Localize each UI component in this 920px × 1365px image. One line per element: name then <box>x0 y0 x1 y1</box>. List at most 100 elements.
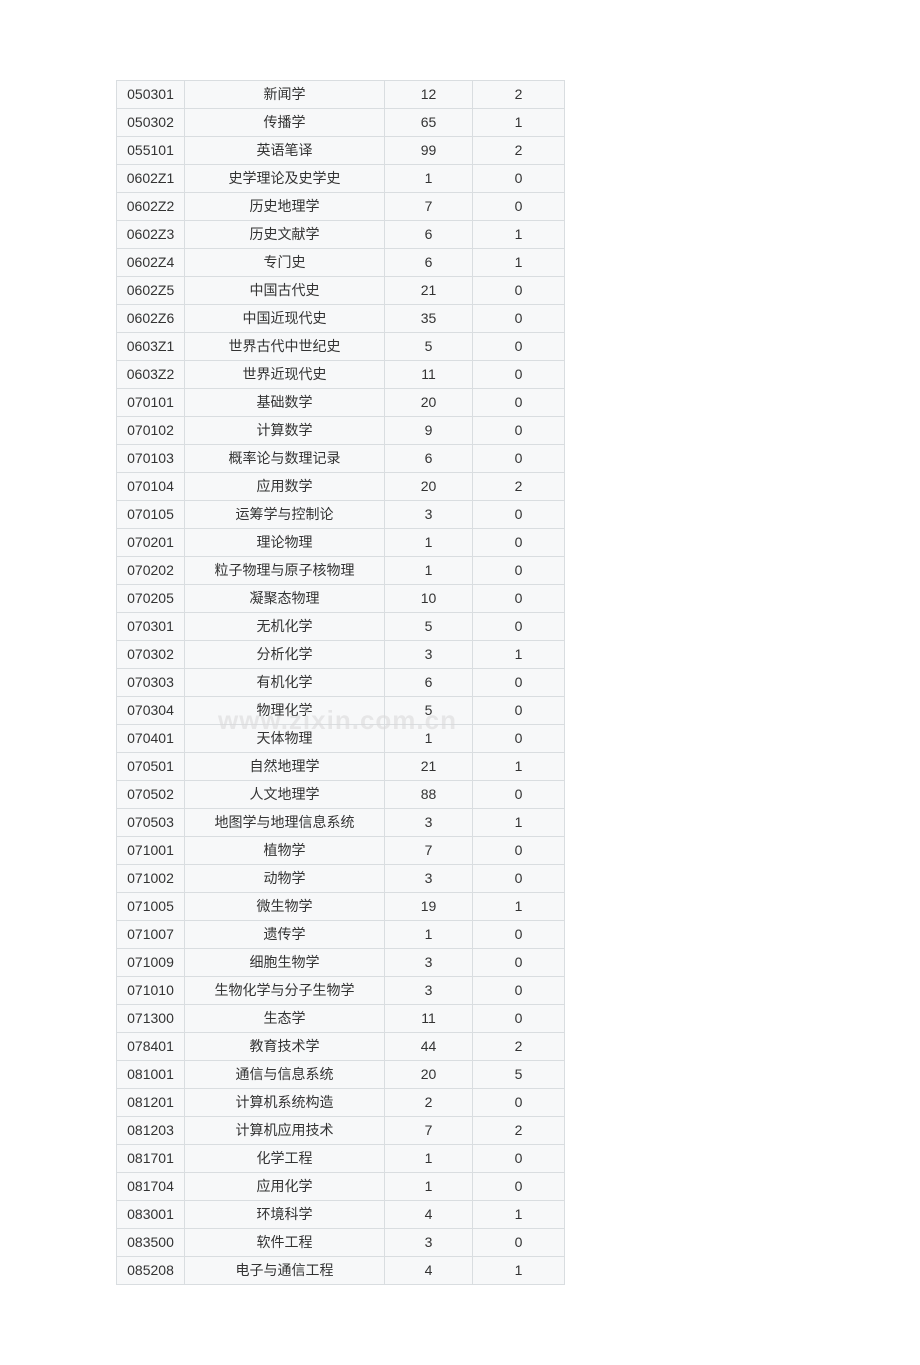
cell-value-1: 1 <box>385 921 473 949</box>
cell-name: 基础数学 <box>185 389 385 417</box>
table-row: 071007遗传学10 <box>117 921 565 949</box>
cell-value-1: 1 <box>385 529 473 557</box>
cell-value-1: 7 <box>385 837 473 865</box>
table-row: 0602Z3历史文献学61 <box>117 221 565 249</box>
cell-value-2: 0 <box>473 333 565 361</box>
cell-value-2: 0 <box>473 669 565 697</box>
table-row: 050301新闻学122 <box>117 81 565 109</box>
cell-value-2: 0 <box>473 977 565 1005</box>
cell-code: 071010 <box>117 977 185 1005</box>
cell-code: 071009 <box>117 949 185 977</box>
cell-value-2: 1 <box>473 109 565 137</box>
cell-name: 传播学 <box>185 109 385 137</box>
cell-value-1: 3 <box>385 809 473 837</box>
cell-value-1: 1 <box>385 1173 473 1201</box>
cell-name: 专门史 <box>185 249 385 277</box>
cell-code: 0602Z2 <box>117 193 185 221</box>
cell-value-1: 4 <box>385 1201 473 1229</box>
table-row: 070401天体物理10 <box>117 725 565 753</box>
cell-name: 凝聚态物理 <box>185 585 385 613</box>
cell-value-1: 3 <box>385 949 473 977</box>
cell-value-2: 2 <box>473 137 565 165</box>
cell-value-2: 0 <box>473 361 565 389</box>
cell-value-2: 0 <box>473 865 565 893</box>
cell-value-1: 19 <box>385 893 473 921</box>
cell-name: 中国古代史 <box>185 277 385 305</box>
cell-value-1: 6 <box>385 221 473 249</box>
cell-value-2: 0 <box>473 697 565 725</box>
cell-value-1: 2 <box>385 1089 473 1117</box>
cell-name: 生态学 <box>185 1005 385 1033</box>
cell-value-1: 1 <box>385 725 473 753</box>
cell-code: 070202 <box>117 557 185 585</box>
cell-name: 历史文献学 <box>185 221 385 249</box>
table-row: 070303有机化学60 <box>117 669 565 697</box>
cell-name: 地图学与地理信息系统 <box>185 809 385 837</box>
cell-value-2: 0 <box>473 585 565 613</box>
cell-code: 055101 <box>117 137 185 165</box>
cell-value-2: 5 <box>473 1061 565 1089</box>
table-row: 050302传播学651 <box>117 109 565 137</box>
table-row: 071005微生物学191 <box>117 893 565 921</box>
cell-name: 世界古代中世纪史 <box>185 333 385 361</box>
cell-name: 计算机系统构造 <box>185 1089 385 1117</box>
cell-value-1: 11 <box>385 1005 473 1033</box>
cell-code: 081701 <box>117 1145 185 1173</box>
cell-value-2: 2 <box>473 473 565 501</box>
cell-value-1: 9 <box>385 417 473 445</box>
cell-name: 英语笔译 <box>185 137 385 165</box>
table-row: 070102计算数学90 <box>117 417 565 445</box>
cell-code: 050301 <box>117 81 185 109</box>
table-row: 071010生物化学与分子生物学30 <box>117 977 565 1005</box>
cell-value-2: 1 <box>473 1201 565 1229</box>
cell-code: 070304 <box>117 697 185 725</box>
cell-value-2: 0 <box>473 1089 565 1117</box>
cell-code: 0602Z1 <box>117 165 185 193</box>
table-row: 070304物理化学50 <box>117 697 565 725</box>
cell-value-1: 5 <box>385 697 473 725</box>
cell-code: 071300 <box>117 1005 185 1033</box>
cell-name: 无机化学 <box>185 613 385 641</box>
cell-code: 0603Z1 <box>117 333 185 361</box>
cell-code: 0602Z3 <box>117 221 185 249</box>
cell-name: 计算数学 <box>185 417 385 445</box>
cell-name: 理论物理 <box>185 529 385 557</box>
cell-name: 世界近现代史 <box>185 361 385 389</box>
table-row: 070103概率论与数理记录60 <box>117 445 565 473</box>
cell-value-1: 11 <box>385 361 473 389</box>
cell-value-2: 0 <box>473 1229 565 1257</box>
cell-value-1: 5 <box>385 333 473 361</box>
cell-code: 0602Z4 <box>117 249 185 277</box>
cell-value-1: 12 <box>385 81 473 109</box>
table-row: 0602Z6中国近现代史350 <box>117 305 565 333</box>
table-row: 070105运筹学与控制论30 <box>117 501 565 529</box>
cell-value-2: 0 <box>473 1173 565 1201</box>
table-row: 070104应用数学202 <box>117 473 565 501</box>
table-row: 071002动物学30 <box>117 865 565 893</box>
table-row: 083500软件工程30 <box>117 1229 565 1257</box>
cell-code: 070101 <box>117 389 185 417</box>
cell-value-2: 0 <box>473 1145 565 1173</box>
cell-value-1: 10 <box>385 585 473 613</box>
cell-name: 化学工程 <box>185 1145 385 1173</box>
table-row: 0602Z1史学理论及史学史10 <box>117 165 565 193</box>
cell-name: 有机化学 <box>185 669 385 697</box>
cell-value-1: 20 <box>385 389 473 417</box>
cell-code: 070105 <box>117 501 185 529</box>
table-row: 078401教育技术学442 <box>117 1033 565 1061</box>
cell-value-2: 1 <box>473 809 565 837</box>
table-row: 081704应用化学10 <box>117 1173 565 1201</box>
cell-code: 0603Z2 <box>117 361 185 389</box>
cell-value-2: 1 <box>473 1257 565 1285</box>
cell-value-2: 0 <box>473 445 565 473</box>
table-row: 0603Z1世界古代中世纪史50 <box>117 333 565 361</box>
cell-code: 071002 <box>117 865 185 893</box>
cell-code: 070301 <box>117 613 185 641</box>
cell-value-2: 0 <box>473 501 565 529</box>
table-row: 070201理论物理10 <box>117 529 565 557</box>
cell-name: 应用化学 <box>185 1173 385 1201</box>
cell-value-2: 0 <box>473 389 565 417</box>
cell-name: 运筹学与控制论 <box>185 501 385 529</box>
table-row: 070503地图学与地理信息系统31 <box>117 809 565 837</box>
cell-value-2: 0 <box>473 277 565 305</box>
